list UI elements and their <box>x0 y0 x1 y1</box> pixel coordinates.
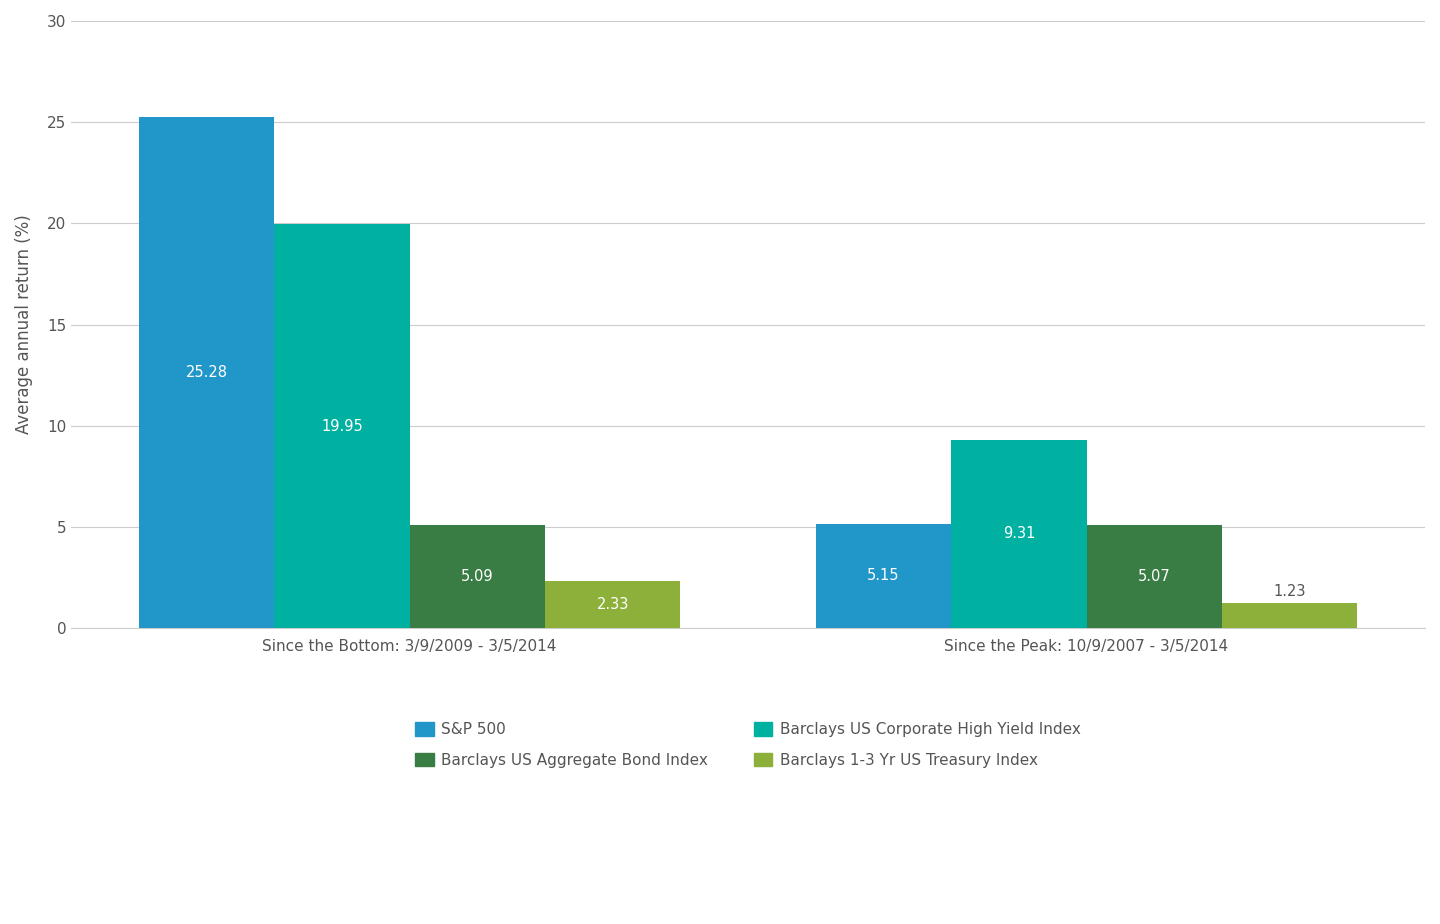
Text: 19.95: 19.95 <box>321 419 363 433</box>
Bar <box>544 581 680 628</box>
Bar <box>1087 526 1223 628</box>
Legend: S&P 500, Barclays US Aggregate Bond Index, Barclays US Corporate High Yield Inde: S&P 500, Barclays US Aggregate Bond Inde… <box>408 714 1089 775</box>
Text: 25.28: 25.28 <box>186 365 228 380</box>
Bar <box>815 524 952 628</box>
Y-axis label: Average annual return (%): Average annual return (%) <box>14 214 33 434</box>
Text: 9.31: 9.31 <box>1002 527 1035 541</box>
Text: 1.23: 1.23 <box>1273 584 1306 599</box>
Bar <box>1223 603 1358 628</box>
Bar <box>952 440 1087 628</box>
Text: 2.33: 2.33 <box>596 597 629 612</box>
Bar <box>274 225 409 628</box>
Text: 5.09: 5.09 <box>461 569 494 584</box>
Bar <box>138 116 274 628</box>
Text: 5.15: 5.15 <box>867 568 900 583</box>
Bar <box>409 525 544 628</box>
Text: 5.07: 5.07 <box>1138 569 1171 584</box>
